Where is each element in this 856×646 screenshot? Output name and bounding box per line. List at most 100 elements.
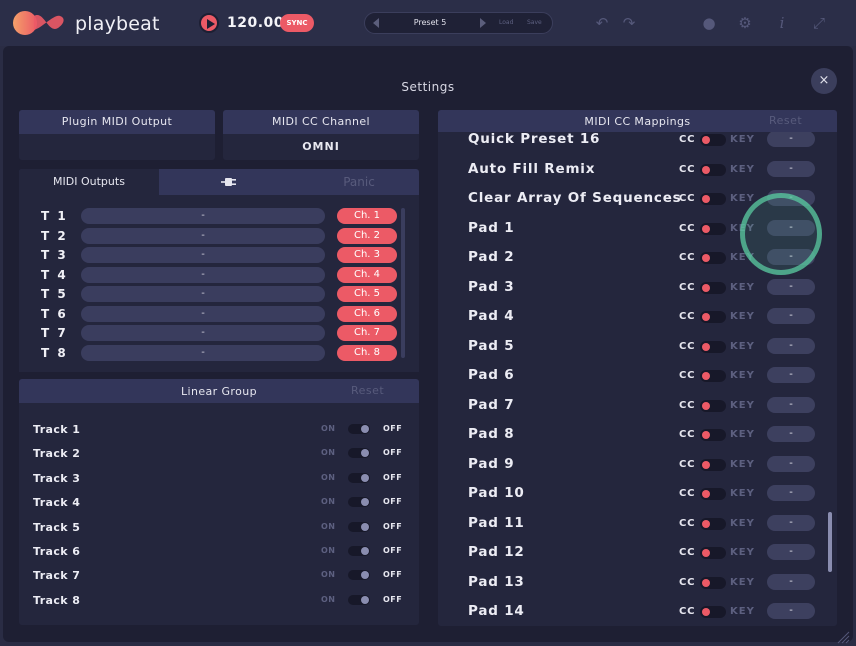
mapping-learn-button[interactable]: - <box>767 308 815 324</box>
track-row: Track 6 ON OFF <box>19 543 419 559</box>
cc-mapping-row: Pad 14 CC KEY - <box>438 600 837 624</box>
linear-toggle[interactable] <box>348 448 370 459</box>
mapping-name: Auto Fill Remix <box>468 160 596 177</box>
gear-icon[interactable]: ⚙ <box>738 14 752 32</box>
preset-selector[interactable]: Preset 5 Load Save <box>364 12 553 34</box>
output-field[interactable]: - <box>81 325 325 341</box>
output-field[interactable]: - <box>81 208 325 224</box>
record-icon[interactable]: ● <box>702 14 716 32</box>
key-label: KEY <box>730 193 755 204</box>
channel-button[interactable]: Ch. 4 <box>337 266 397 283</box>
tab-midi-outputs[interactable]: MIDI Outputs <box>19 169 159 195</box>
info-icon[interactable]: i <box>779 14 785 32</box>
cc-key-toggle[interactable] <box>700 399 726 412</box>
cc-mappings-scrollbar[interactable] <box>828 512 832 572</box>
channel-button[interactable]: Ch. 7 <box>337 325 397 341</box>
undo-icon[interactable]: ↶ <box>595 14 609 32</box>
output-field[interactable]: - <box>81 266 325 283</box>
prev-preset-icon[interactable] <box>373 18 379 28</box>
cc-mapping-row: Clear Array Of Sequences CC KEY - <box>438 187 837 211</box>
midi-outputs-scrollbar[interactable] <box>401 208 405 358</box>
mapping-name: Pad 13 <box>468 573 525 590</box>
output-field[interactable]: - <box>81 247 325 263</box>
redo-icon[interactable]: ↷ <box>622 14 636 32</box>
cc-mapping-row: Pad 13 CC KEY - <box>438 571 837 595</box>
next-preset-icon[interactable] <box>480 18 486 28</box>
mapping-learn-button[interactable]: - <box>767 278 815 295</box>
mapping-learn-button[interactable]: - <box>767 485 815 501</box>
output-field[interactable]: - <box>81 286 325 302</box>
mapping-learn-button[interactable]: - <box>767 455 815 472</box>
mapping-learn-button[interactable]: - <box>767 396 815 413</box>
cc-key-toggle[interactable] <box>700 458 726 471</box>
mapping-learn-button[interactable]: - <box>767 337 815 354</box>
cc-key-toggle[interactable] <box>700 340 726 353</box>
linear-toggle[interactable] <box>348 521 370 532</box>
key-label: KEY <box>730 576 755 588</box>
cc-label: CC <box>679 576 696 588</box>
key-label: KEY <box>730 281 755 293</box>
mapping-learn-button[interactable]: - <box>767 367 815 383</box>
cc-key-toggle[interactable] <box>700 193 726 205</box>
linear-toggle[interactable] <box>348 570 370 581</box>
mapping-learn-button[interactable]: - <box>767 603 815 619</box>
plug-icon[interactable] <box>159 169 299 195</box>
output-field[interactable]: - <box>81 344 325 361</box>
mapping-name: Pad 10 <box>468 485 525 501</box>
expand-icon[interactable]: ⤢ <box>812 14 825 32</box>
linear-toggle[interactable] <box>348 497 370 508</box>
linear-toggle[interactable] <box>348 424 370 434</box>
cc-key-toggle[interactable] <box>700 370 726 382</box>
play-button[interactable] <box>199 13 219 33</box>
save-button[interactable]: Save <box>527 19 542 26</box>
mapping-learn-button[interactable]: - <box>767 219 815 236</box>
mapping-name: Pad 12 <box>468 544 525 560</box>
cc-key-toggle[interactable] <box>700 252 726 264</box>
cc-mapping-row: Pad 2 CC KEY - <box>438 246 837 270</box>
on-label: ON <box>321 472 336 482</box>
track-row: Track 2 ON OFF <box>19 445 419 461</box>
mapping-learn-button[interactable]: - <box>767 249 815 265</box>
channel-button[interactable]: Ch. 6 <box>337 305 397 322</box>
cc-key-toggle[interactable] <box>700 517 726 530</box>
mapping-learn-button[interactable]: - <box>767 190 815 206</box>
load-button[interactable]: Load <box>499 19 514 26</box>
cc-key-toggle[interactable] <box>700 134 726 146</box>
cc-key-toggle[interactable] <box>700 311 726 323</box>
cc-key-toggle[interactable] <box>700 429 726 441</box>
sync-button[interactable]: SYNC <box>280 14 314 32</box>
cc-mappings-reset-button[interactable]: Reset <box>769 114 803 127</box>
cc-key-toggle[interactable] <box>700 222 726 235</box>
off-label: OFF <box>383 546 403 555</box>
midi-cc-channel-value[interactable]: OMNI <box>302 140 340 153</box>
mapping-learn-button[interactable]: - <box>767 160 815 177</box>
linear-toggle[interactable] <box>348 472 370 483</box>
cc-key-toggle[interactable] <box>700 488 726 500</box>
output-field[interactable]: - <box>81 305 325 322</box>
mapping-learn-button[interactable]: - <box>767 426 815 442</box>
channel-button[interactable]: Ch. 1 <box>337 208 397 224</box>
linear-group-reset-button[interactable]: Reset <box>351 384 385 397</box>
mapping-learn-button[interactable]: - <box>767 514 815 531</box>
cc-key-toggle[interactable] <box>700 547 726 559</box>
cc-key-toggle[interactable] <box>700 576 726 589</box>
channel-button[interactable]: Ch. 2 <box>337 227 397 244</box>
channel-button[interactable]: Ch. 8 <box>337 344 397 361</box>
close-button[interactable]: × <box>811 68 837 94</box>
cc-key-toggle[interactable] <box>700 163 726 176</box>
resize-grip-icon[interactable] <box>836 630 850 644</box>
mapping-learn-button[interactable]: - <box>767 132 815 147</box>
mapping-learn-button[interactable]: - <box>767 573 815 590</box>
channel-button[interactable]: Ch. 3 <box>337 247 397 263</box>
cc-key-toggle[interactable] <box>700 606 726 618</box>
output-field[interactable]: - <box>81 227 325 244</box>
panic-button[interactable]: Panic <box>343 175 375 189</box>
channel-button[interactable]: Ch. 5 <box>337 286 397 302</box>
linear-toggle[interactable] <box>348 546 370 556</box>
on-label: ON <box>321 424 336 433</box>
mapping-learn-button[interactable]: - <box>767 544 815 560</box>
linear-toggle[interactable] <box>348 594 370 605</box>
cc-key-toggle[interactable] <box>700 281 726 294</box>
bpm-display[interactable]: 120.00 <box>227 15 285 31</box>
track-label: T 4 <box>41 267 68 282</box>
